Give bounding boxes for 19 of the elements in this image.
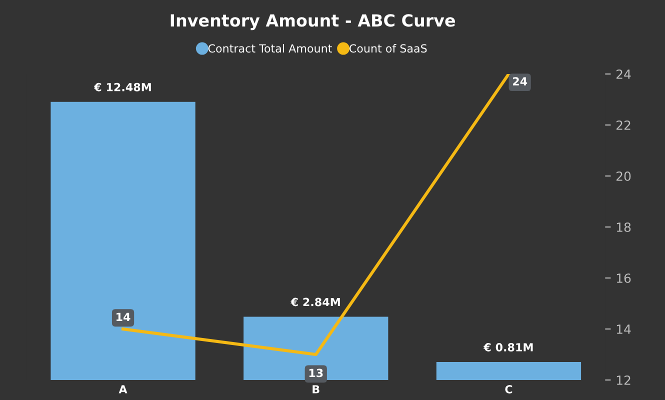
x-tick-label: C [505, 385, 512, 394]
y2-tick-label: 12 [616, 375, 630, 385]
x-tick-label: A [118, 385, 128, 394]
data-label: € 2.84M [290, 298, 340, 306]
data-label: 14 [116, 312, 130, 321]
data-label: € 12.48M [94, 82, 151, 92]
y2-tick-label: 22 [616, 120, 630, 130]
y2-tick-label: 14 [616, 324, 631, 334]
legend-label: Count of SaaS [349, 44, 427, 53]
chart-title: Inventory Amount - ABC Curve [170, 14, 455, 30]
y2-tick-label: 20 [616, 171, 631, 181]
legend-label: Contract Total Amount [208, 44, 332, 53]
y2-tick-label: 18 [616, 222, 631, 232]
data-label: 24 [512, 77, 528, 86]
y2-tick-label: 16 [616, 273, 631, 283]
x-tick-label: B [312, 385, 320, 394]
data-label: 13 [309, 368, 323, 378]
data-label: € 0.81M [483, 343, 533, 352]
y2-tick-label: 24 [616, 69, 631, 79]
